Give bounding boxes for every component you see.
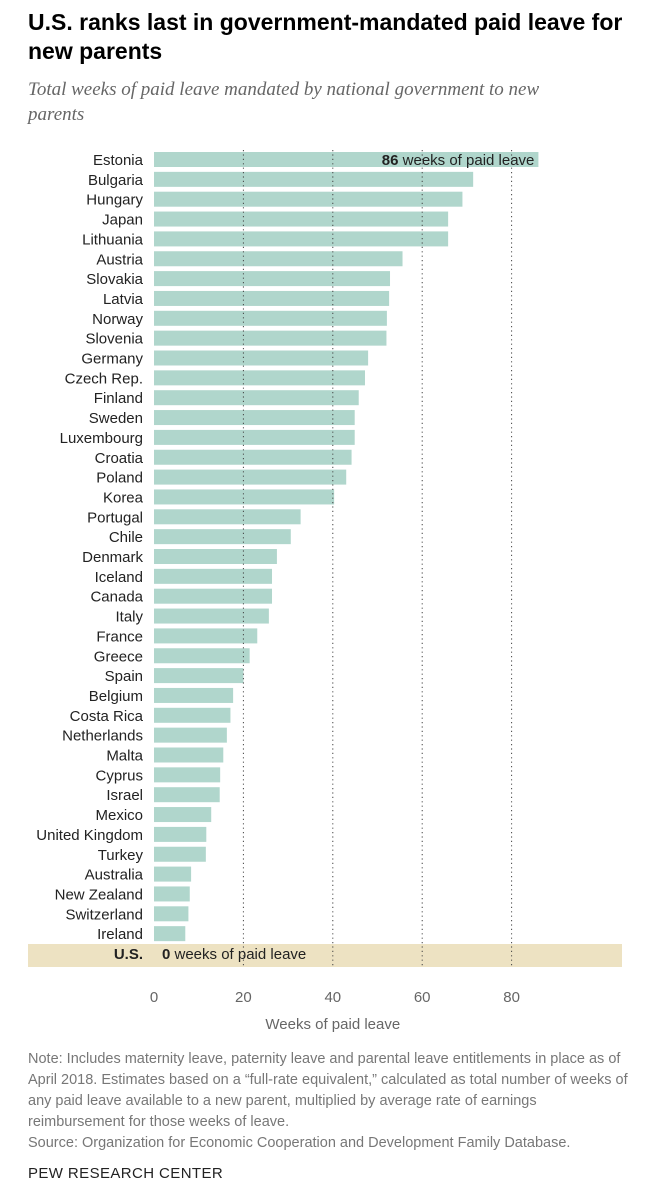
category-label: Lithuania (82, 231, 144, 248)
bar (154, 310, 387, 326)
note-text: Note: Includes maternity leave, paternit… (28, 1051, 628, 1130)
us-annotation: 0 weeks of paid leave (162, 946, 306, 963)
bar (154, 767, 221, 783)
category-label: Mexico (95, 807, 143, 824)
category-label: Israel (106, 787, 143, 804)
bar (154, 290, 390, 306)
bar (154, 231, 449, 247)
category-label: Canada (90, 589, 143, 606)
category-label: Slovakia (86, 271, 143, 288)
category-label: Iceland (95, 569, 143, 586)
category-label: Korea (103, 489, 144, 506)
category-label: Luxembourg (60, 430, 143, 447)
category-label: Netherlands (62, 728, 143, 745)
bar (154, 807, 212, 823)
top-bar-annotation: 86 weeks of paid leave (382, 152, 535, 169)
x-tick-label: 40 (324, 989, 341, 1006)
category-label: Greece (94, 648, 143, 665)
category-label: Germany (81, 351, 143, 368)
bar (154, 886, 190, 902)
chart-subtitle: Total weeks of paid leave mandated by na… (28, 79, 540, 125)
bar (154, 191, 463, 207)
bar (154, 469, 347, 485)
category-label: Slovenia (85, 331, 143, 348)
category-label: Sweden (89, 410, 143, 427)
category-label: Austria (96, 251, 143, 268)
bar (154, 509, 301, 525)
category-label: Japan (102, 212, 143, 229)
category-label: U.S. (114, 946, 143, 963)
category-label: United Kingdom (36, 827, 143, 844)
bar (154, 846, 206, 862)
category-label: Australia (85, 867, 144, 884)
category-label: Italy (115, 609, 143, 626)
x-tick-label: 20 (235, 989, 252, 1006)
category-label: Denmark (82, 549, 143, 566)
category-label: Hungary (86, 192, 143, 209)
category-label: Estonia (93, 152, 144, 169)
category-label: France (96, 628, 143, 645)
category-label: New Zealand (55, 886, 143, 903)
category-label: Norway (92, 311, 143, 328)
category-label: Malta (106, 748, 143, 765)
category-label: Ireland (97, 926, 143, 943)
bar (154, 668, 244, 684)
bar (154, 489, 335, 505)
bar (154, 588, 273, 604)
category-label: Poland (96, 470, 143, 487)
bar (154, 529, 291, 545)
category-label: Cyprus (95, 767, 143, 784)
bar (154, 171, 474, 187)
bar (154, 330, 387, 346)
us-highlight-band (28, 944, 622, 967)
bar-chart: Estonia Bulgaria Hungary Japan Lithuania Aust… (28, 150, 622, 1033)
bar (154, 608, 269, 624)
bar (154, 866, 192, 882)
bar (154, 687, 234, 703)
bar (154, 787, 220, 803)
bar (154, 271, 391, 287)
bar (154, 747, 224, 763)
chart-title: U.S. ranks last in government-mandated p… (28, 9, 623, 64)
category-label: Spain (105, 668, 143, 685)
bar (154, 449, 352, 465)
bar (154, 390, 359, 406)
category-label: Chile (109, 529, 143, 546)
bar (154, 410, 355, 426)
category-label: Latvia (103, 291, 144, 308)
bar (154, 906, 189, 922)
category-label: Czech Rep. (65, 370, 143, 387)
bar (154, 350, 369, 366)
category-label: Bulgaria (88, 172, 144, 189)
bar (154, 370, 365, 386)
bar (154, 648, 250, 664)
bar (154, 152, 539, 167)
bar (154, 727, 227, 743)
chart-notes: Note: Includes maternity leave, paternit… (28, 1049, 628, 1154)
bar (154, 707, 231, 723)
category-label: Croatia (95, 450, 144, 467)
category-label: Portugal (87, 509, 143, 526)
source-text: Source: Organization for Economic Cooper… (28, 1135, 571, 1151)
bar (154, 568, 273, 584)
bar (154, 429, 355, 445)
bar (154, 628, 258, 644)
category-label: Costa Rica (70, 708, 144, 725)
category-label: Finland (94, 390, 143, 407)
category-label: Switzerland (65, 906, 143, 923)
bar (154, 211, 449, 227)
brand-logo: PEW RESEARCH CENTER (28, 1165, 224, 1182)
x-tick-label: 60 (414, 989, 431, 1006)
bar (154, 926, 186, 942)
category-label: Turkey (98, 847, 144, 864)
x-tick-label: 80 (503, 989, 520, 1006)
category-label: Belgium (89, 688, 143, 705)
x-tick-label: 0 (150, 989, 158, 1006)
bar (154, 549, 277, 564)
bar (154, 251, 403, 267)
x-axis-title: Weeks of paid leave (265, 1016, 400, 1033)
bar (154, 826, 207, 842)
